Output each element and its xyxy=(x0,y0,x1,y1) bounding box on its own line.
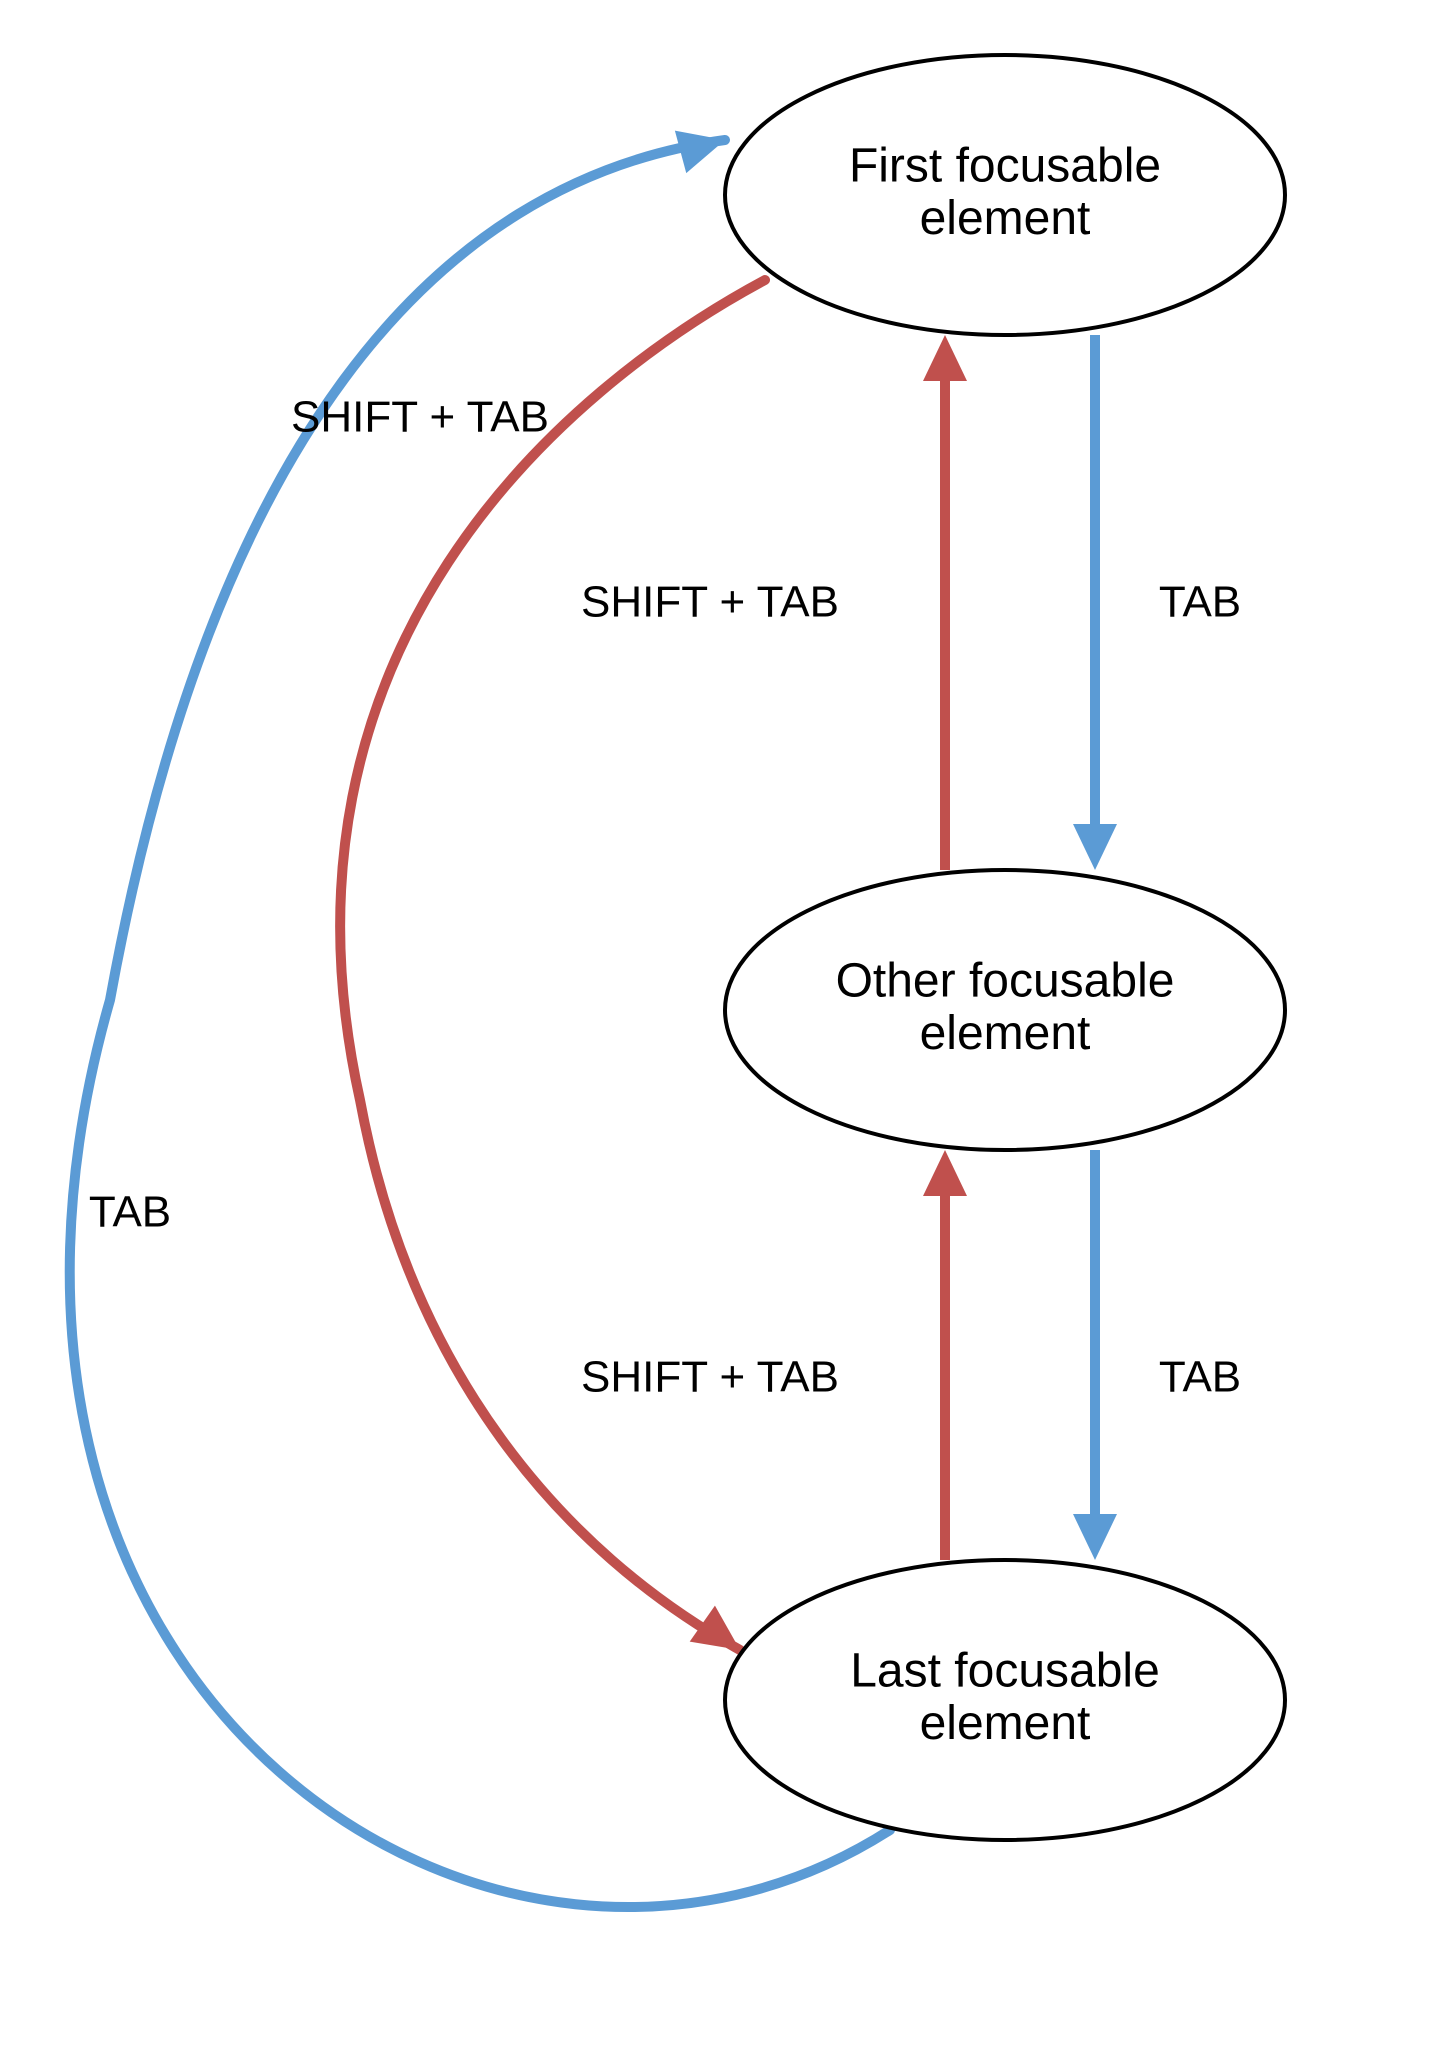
node-other-label-line1: Other focusable xyxy=(836,954,1175,1007)
node-other-label-line2: element xyxy=(920,1007,1091,1060)
node-last-label-line1: Last focusable xyxy=(850,1644,1160,1697)
shift-last-other-label: SHIFT + TAB xyxy=(581,1353,839,1402)
tab-wrap-last-first-label: TAB xyxy=(89,1188,171,1237)
tab-other-last-label: TAB xyxy=(1159,1353,1241,1402)
focus-trap-diagram: TAB SHIFT + TAB TAB TAB SHIFT + TAB SHIFT + T… xyxy=(0,0,1430,2062)
node-first-label-line1: First focusable xyxy=(849,139,1161,192)
shift-wrap-first-last-label: SHIFT + TAB xyxy=(291,393,549,442)
node-last-label-line2: element xyxy=(920,1697,1091,1750)
shift-wrap-first-last xyxy=(340,280,765,1650)
node-first-label-line2: element xyxy=(920,192,1091,245)
shift-other-first-label: SHIFT + TAB xyxy=(581,578,839,627)
tab-first-other-label: TAB xyxy=(1159,578,1241,627)
